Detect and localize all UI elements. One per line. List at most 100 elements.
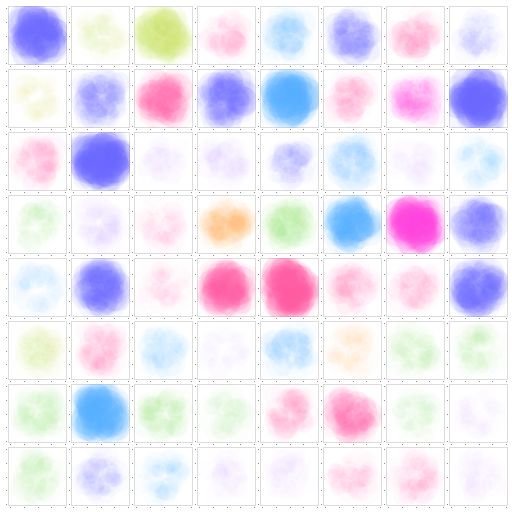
panel-frame [323, 195, 382, 254]
y-tick [195, 134, 196, 135]
y-tick [447, 350, 448, 352]
density-point [225, 87, 236, 98]
density-point [363, 30, 374, 41]
density-point [8, 7, 38, 39]
panel-frame [323, 132, 382, 191]
density-point [40, 12, 59, 31]
panel-r6-c4 [258, 384, 319, 445]
density-point [266, 101, 276, 111]
density-point [285, 108, 304, 127]
x-tick [114, 444, 116, 445]
density-point [414, 23, 436, 45]
density-point [148, 74, 164, 90]
density-point [272, 69, 307, 103]
x-tick [65, 507, 66, 508]
density-point [417, 221, 445, 249]
density-point [218, 112, 235, 128]
density-point [136, 23, 160, 47]
density-point [162, 107, 178, 122]
density-point [391, 97, 411, 117]
density-point [472, 69, 507, 104]
density-core [208, 143, 246, 181]
y-tick [384, 336, 385, 338]
density-point [457, 81, 480, 103]
density-point [290, 101, 311, 122]
density-point [208, 91, 217, 100]
density-point [82, 84, 98, 99]
density-point [136, 84, 163, 112]
density-point [288, 77, 303, 93]
density-point [108, 146, 117, 155]
density-point [226, 216, 243, 232]
density-point [267, 105, 289, 127]
density-point [219, 228, 244, 253]
density-point [104, 78, 128, 102]
density-point [293, 95, 318, 120]
density-point [235, 82, 256, 107]
x-tick [212, 129, 214, 130]
density-point [330, 213, 361, 243]
y-tick [384, 315, 385, 316]
y-tick [69, 441, 70, 442]
x-tick [352, 444, 354, 445]
x-tick [478, 255, 480, 256]
density-point [227, 107, 245, 125]
density-point [333, 12, 362, 40]
density-point [287, 76, 319, 111]
y-tick [258, 134, 259, 135]
density-point [105, 98, 126, 119]
density-point [106, 143, 119, 156]
y-tick [384, 427, 385, 429]
x-tick [262, 129, 263, 130]
y-tick [447, 21, 448, 23]
x-tick [51, 318, 53, 319]
density-point [281, 205, 298, 223]
density-point [160, 10, 190, 39]
x-tick [136, 192, 137, 193]
density-point [338, 232, 354, 247]
x-tick [303, 192, 305, 193]
x-tick [128, 381, 129, 382]
panel-r6-c2 [132, 384, 193, 445]
density-point [78, 168, 89, 178]
density-point [343, 142, 367, 167]
density-point [278, 38, 288, 49]
density-point [456, 86, 488, 118]
density-core [82, 17, 120, 55]
density-point [82, 144, 110, 173]
x-tick [240, 66, 242, 67]
density-point [156, 6, 189, 38]
density-point [336, 215, 362, 241]
density-point [449, 216, 474, 242]
density-point [420, 207, 438, 225]
density-point [398, 221, 421, 244]
x-tick [492, 444, 494, 445]
density-point [353, 201, 370, 218]
density-point [107, 162, 123, 179]
density-point [93, 140, 130, 177]
density-point [231, 219, 245, 233]
density-point [168, 25, 188, 44]
density-point [354, 151, 369, 166]
density-core [271, 395, 309, 433]
x-tick [289, 318, 291, 319]
density-point [460, 94, 482, 116]
x-tick [262, 66, 263, 67]
x-tick [10, 318, 11, 319]
density-point [151, 30, 177, 57]
density-point [345, 195, 364, 212]
density-point [91, 82, 107, 97]
density-cloud [134, 447, 193, 506]
density-point [101, 94, 128, 121]
density-point [92, 145, 103, 156]
density-point [205, 100, 236, 128]
density-point [404, 201, 426, 222]
panel-r4-c7 [447, 258, 508, 319]
x-tick [338, 192, 340, 193]
density-point [351, 234, 367, 251]
panel-r1-c2 [132, 69, 193, 130]
density-point [391, 219, 403, 230]
density-point [210, 71, 240, 101]
density-point [421, 199, 431, 209]
density-point [340, 19, 358, 37]
